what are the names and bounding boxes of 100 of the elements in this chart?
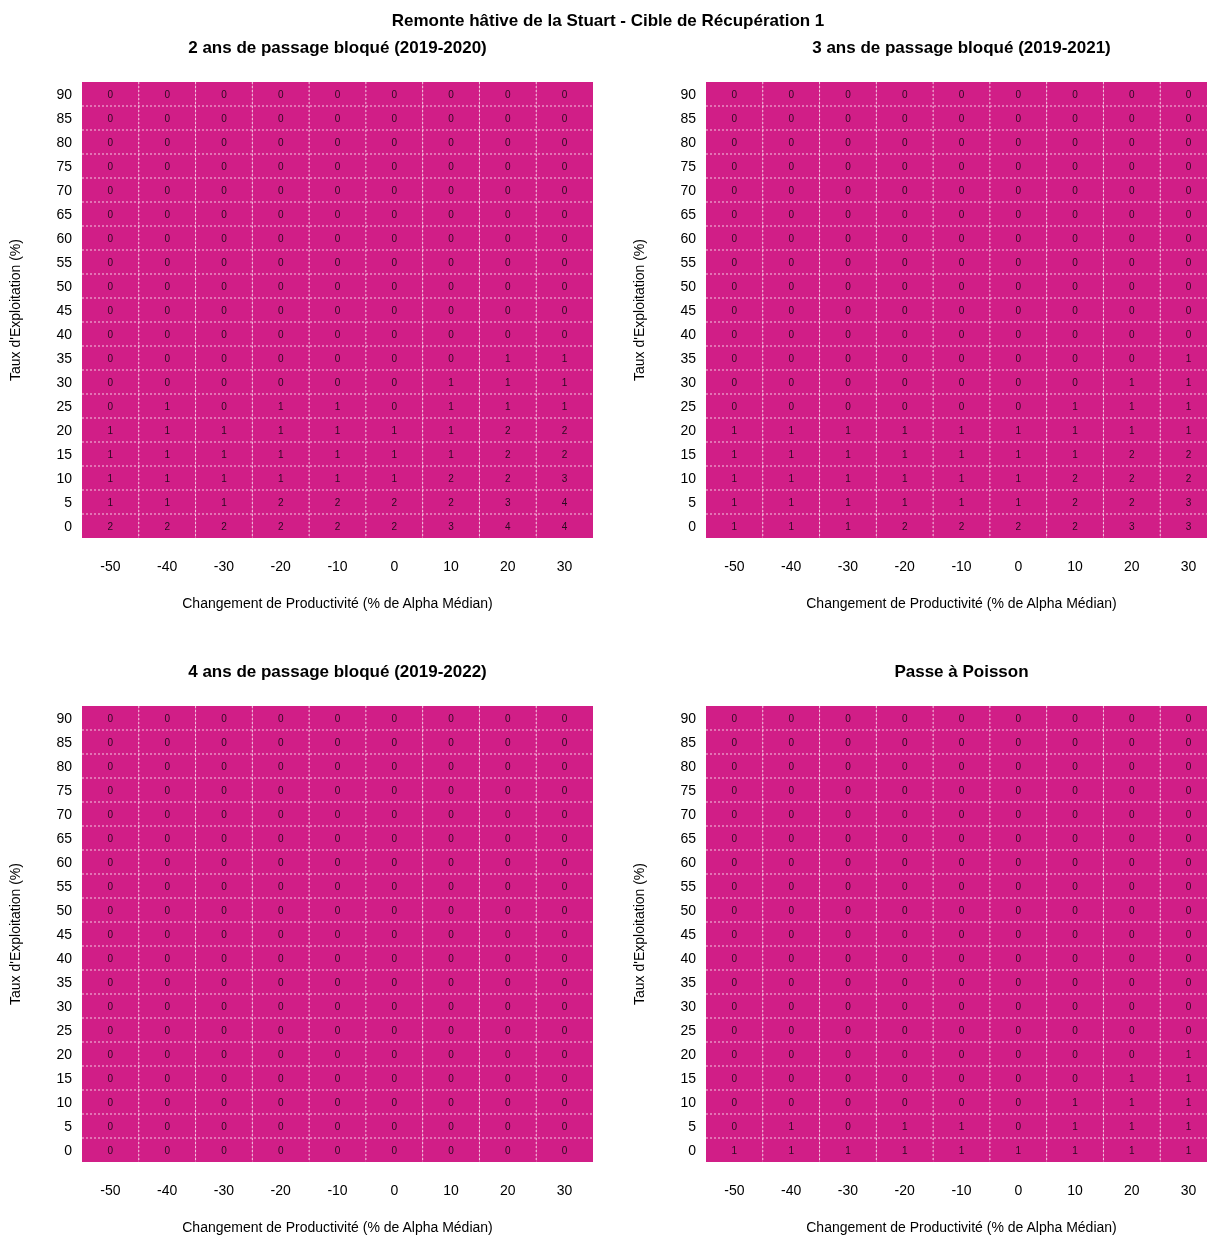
data-label: 0	[391, 928, 398, 940]
data-label: 0	[505, 232, 512, 244]
data-label: 0	[164, 280, 171, 292]
data-label: 0	[505, 952, 512, 964]
chart-title: 2 ans de passage bloqué (2019-2020)	[188, 38, 487, 57]
data-label: 0	[221, 880, 228, 892]
data-label: 0	[107, 1096, 114, 1108]
data-label: 0	[1129, 856, 1136, 868]
data-label: 0	[1015, 400, 1022, 412]
data-label: 0	[901, 736, 908, 748]
data-label: 0	[107, 1048, 114, 1060]
data-label: 0	[334, 1024, 341, 1036]
data-label: 0	[901, 88, 908, 100]
data-label: 0	[901, 880, 908, 892]
x-tick-label: -10	[951, 1182, 972, 1198]
x-tick-label: 0	[390, 1182, 399, 1198]
data-label: 0	[107, 304, 114, 316]
data-label: 0	[845, 136, 852, 148]
data-label: 0	[277, 136, 284, 148]
y-tick-label: 80	[56, 757, 73, 774]
data-label: 0	[561, 1144, 568, 1156]
data-label: 3	[1185, 496, 1192, 508]
data-label: 0	[505, 184, 512, 196]
data-label: 0	[845, 1048, 852, 1060]
data-label: 0	[505, 736, 512, 748]
y-tick-label: 60	[56, 229, 73, 246]
data-label: 0	[221, 856, 228, 868]
data-label: 0	[788, 1048, 795, 1060]
y-tick-label: 90	[56, 709, 73, 726]
data-label: 0	[1129, 280, 1136, 292]
x-tick-label: -30	[213, 1182, 235, 1198]
data-label: 0	[277, 1144, 284, 1156]
y-tick-label: 70	[56, 181, 73, 198]
data-label: 0	[561, 256, 568, 268]
x-tick-label: -50	[100, 1182, 121, 1198]
x-tick-label: 10	[443, 1182, 460, 1198]
data-label: 0	[221, 1048, 228, 1060]
data-label: 2	[1185, 472, 1192, 484]
data-label: 1	[505, 376, 512, 388]
data-label: 0	[731, 160, 738, 172]
data-label: 0	[901, 112, 908, 124]
data-label: 0	[164, 832, 171, 844]
data-label: 1	[731, 472, 738, 484]
data-label: 0	[958, 712, 965, 724]
data-label: 0	[1129, 136, 1136, 148]
data-label: 0	[334, 712, 341, 724]
x-tick-label: -20	[894, 558, 916, 574]
data-label: 0	[731, 232, 738, 244]
data-label: 3	[561, 472, 568, 484]
y-tick-label: 90	[56, 85, 73, 102]
data-label: 2	[277, 520, 284, 532]
data-label: 0	[1015, 1096, 1022, 1108]
data-label: 0	[164, 232, 171, 244]
y-tick-label: 35	[56, 973, 73, 990]
data-label: 0	[107, 832, 114, 844]
data-label: 0	[391, 952, 398, 964]
data-label: 0	[391, 304, 398, 316]
data-label: 1	[958, 496, 965, 508]
data-label: 1	[958, 424, 965, 436]
data-label: 0	[1129, 904, 1136, 916]
data-label: 2	[1015, 520, 1022, 532]
chart-title: 4 ans de passage bloqué (2019-2022)	[188, 662, 487, 681]
y-tick-label: 0	[64, 517, 73, 534]
data-label: 0	[561, 1024, 568, 1036]
data-label: 0	[845, 1120, 852, 1132]
data-label: 0	[1129, 1048, 1136, 1060]
data-label: 0	[505, 928, 512, 940]
data-label: 0	[505, 1024, 512, 1036]
data-label: 0	[958, 1096, 965, 1108]
y-tick-label: 85	[680, 109, 697, 126]
data-label: 0	[958, 904, 965, 916]
data-label: 0	[164, 184, 171, 196]
data-label: 0	[1015, 304, 1022, 316]
data-label: 1	[334, 400, 341, 412]
data-label: 0	[1015, 1072, 1022, 1084]
data-label: 0	[448, 736, 455, 748]
data-label: 0	[901, 256, 908, 268]
data-label: 0	[731, 256, 738, 268]
y-tick-label: 15	[680, 445, 697, 462]
data-label: 0	[164, 712, 171, 724]
data-label: 1	[561, 352, 568, 364]
data-label: 0	[1015, 1120, 1022, 1132]
data-label: 1	[1129, 1096, 1136, 1108]
y-axis-title: Taux d'Exploitation (%)	[631, 239, 647, 381]
data-label: 1	[164, 400, 171, 412]
data-label: 0	[561, 112, 568, 124]
data-label: 4	[505, 520, 512, 532]
data-label: 0	[1015, 232, 1022, 244]
data-label: 0	[845, 856, 852, 868]
data-label: 0	[1015, 184, 1022, 196]
y-tick-label: 65	[56, 205, 73, 222]
data-label: 1	[1129, 1120, 1136, 1132]
data-label: 0	[164, 304, 171, 316]
data-label: 0	[731, 736, 738, 748]
data-label: 0	[448, 256, 455, 268]
data-label: 0	[391, 1120, 398, 1132]
data-label: 0	[561, 712, 568, 724]
y-tick-label: 20	[680, 421, 697, 438]
data-label: 1	[107, 496, 114, 508]
data-label: 0	[958, 400, 965, 412]
